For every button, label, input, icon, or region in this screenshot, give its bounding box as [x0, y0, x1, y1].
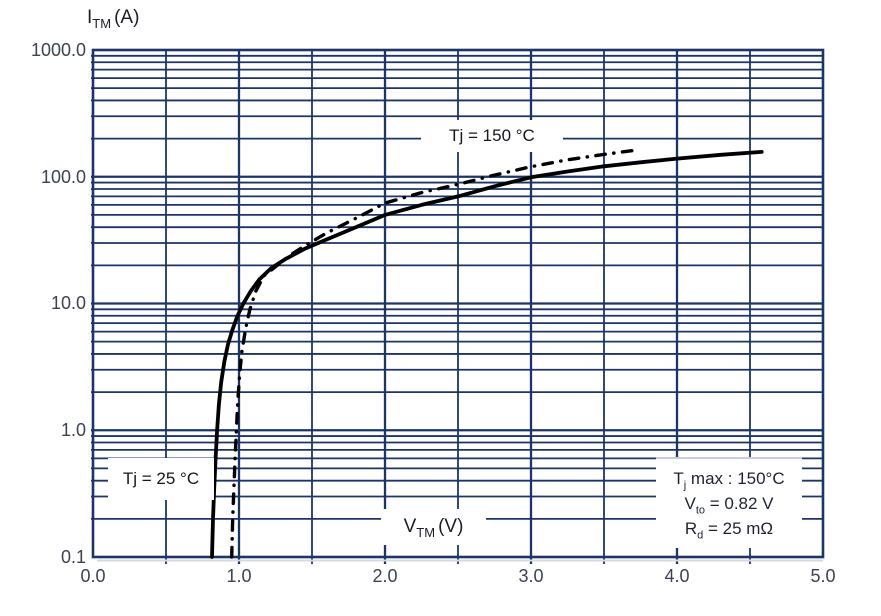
- curve-150c: [230, 148, 635, 559]
- y-tick-10: 10.0: [50, 293, 86, 313]
- y-axis-title-symbol: I: [87, 7, 93, 28]
- x-tick-0: 0.0: [80, 566, 106, 586]
- x-tick-4: 4.0: [664, 566, 690, 586]
- x-tick-2: 2.0: [372, 566, 398, 586]
- x-axis-title: VTM (V): [403, 516, 464, 540]
- y-axis-title-unit: (A): [114, 7, 140, 28]
- parameters-info-box: Tj max : 150°C Vto = 0.82 V Rd = 25 mΩ: [656, 457, 802, 548]
- info-line-vto: Vto = 0.82 V: [684, 494, 774, 517]
- y-tick-0p1: 0.1: [60, 547, 86, 567]
- curve-150c-text: Tj = 150 °C: [449, 126, 535, 145]
- curve-25c-text: Tj = 25 °C: [122, 469, 200, 488]
- label-curve-150c: Tj = 150 °C: [421, 120, 563, 152]
- x-tick-1: 1.0: [226, 566, 252, 586]
- label-curve-25c: Tj = 25 °C: [108, 458, 214, 500]
- x-tick-3: 3.0: [518, 566, 544, 586]
- y-tick-100: 100.0: [40, 167, 86, 187]
- x-tick-5: 5.0: [810, 566, 836, 586]
- info-line-rd: Rd = 25 mΩ: [684, 519, 774, 542]
- y-tick-1: 1.0: [60, 420, 86, 440]
- y-axis-title-subscript: TM: [92, 15, 112, 31]
- x-axis-title-symbol: V: [403, 516, 417, 537]
- x-axis-title-patch: VTM (V): [381, 509, 486, 545]
- x-axis-title-unit: (V): [438, 516, 464, 537]
- info-line-tjmax: Tj max : 150°C: [673, 469, 785, 492]
- y-axis-title: ITM (A): [87, 7, 140, 31]
- x-axis-title-subscript: TM: [416, 524, 436, 540]
- y-tick-1000: 1000.0: [30, 40, 86, 60]
